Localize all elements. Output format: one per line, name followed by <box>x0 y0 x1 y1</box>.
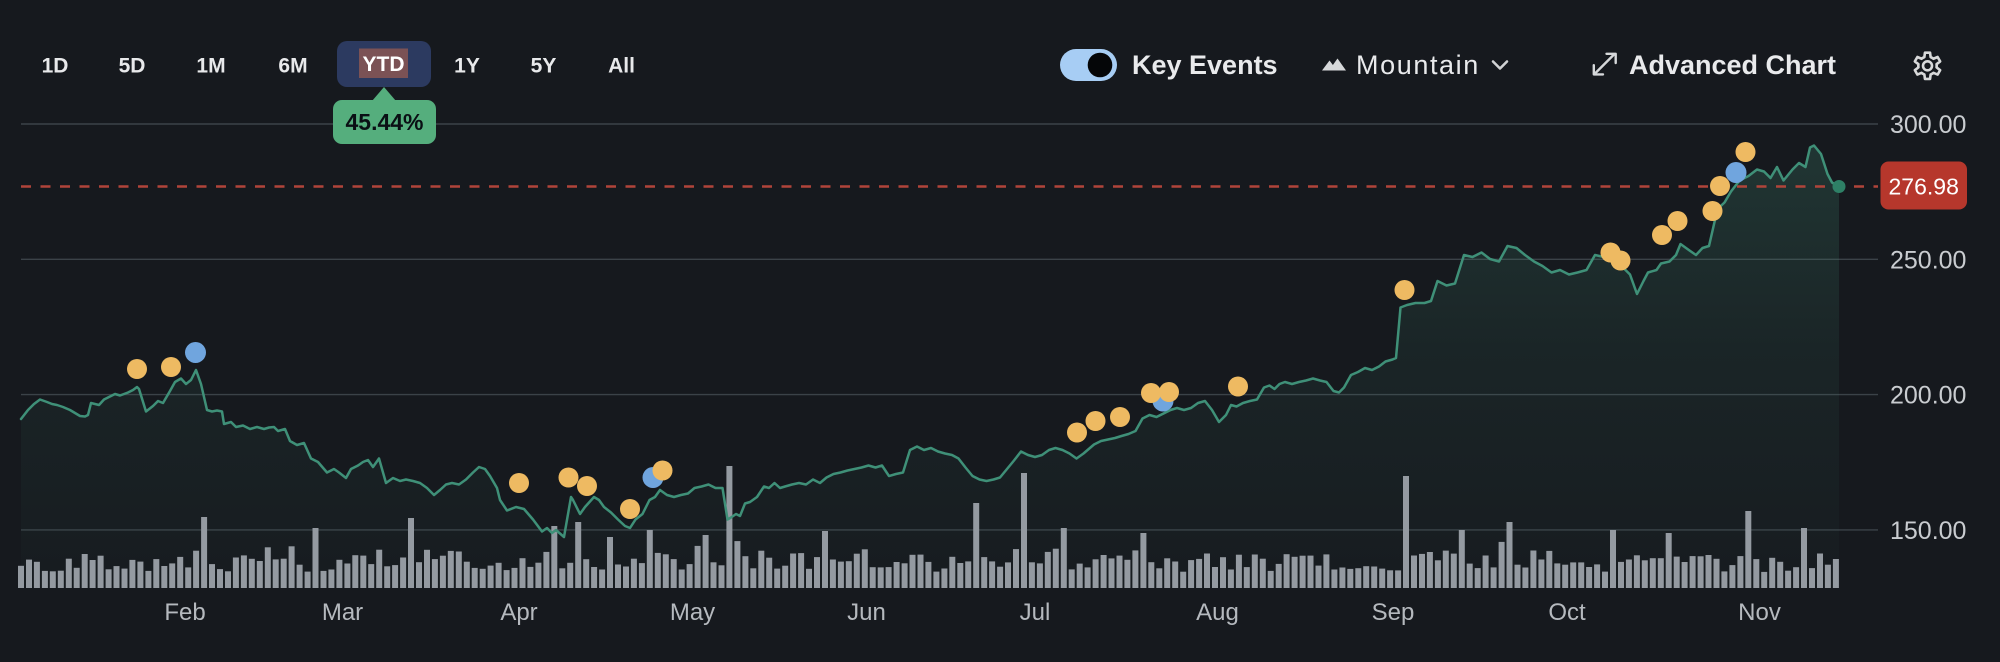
svg-text:1D: 1D <box>42 55 69 78</box>
svg-text:Aug: Aug <box>1196 599 1239 626</box>
svg-text:5Y: 5Y <box>531 55 557 78</box>
svg-text:Nov: Nov <box>1738 599 1781 626</box>
svg-text:Jul: Jul <box>1020 599 1051 626</box>
svg-text:Oct: Oct <box>1548 599 1586 626</box>
svg-text:276.98: 276.98 <box>1889 174 1959 200</box>
svg-text:Advanced Chart: Advanced Chart <box>1629 50 1836 80</box>
svg-text:Mountain: Mountain <box>1356 50 1480 80</box>
svg-text:Jun: Jun <box>847 599 886 626</box>
svg-text:5D: 5D <box>119 55 146 78</box>
svg-text:300.00: 300.00 <box>1890 111 1966 139</box>
svg-text:6M: 6M <box>278 55 307 78</box>
svg-text:YTD: YTD <box>363 53 405 76</box>
svg-text:Sep: Sep <box>1372 599 1415 626</box>
svg-text:250.00: 250.00 <box>1890 246 1966 274</box>
svg-text:1M: 1M <box>196 55 225 78</box>
svg-text:May: May <box>670 599 715 626</box>
svg-text:All: All <box>608 55 635 78</box>
svg-text:Feb: Feb <box>164 599 205 626</box>
svg-text:200.00: 200.00 <box>1890 382 1966 410</box>
svg-text:150.00: 150.00 <box>1890 517 1966 545</box>
svg-text:1Y: 1Y <box>454 55 480 78</box>
svg-text:Key Events: Key Events <box>1132 50 1278 80</box>
svg-text:Apr: Apr <box>500 599 537 626</box>
svg-text:Mar: Mar <box>322 599 363 626</box>
svg-text:45.44%: 45.44% <box>345 109 423 135</box>
